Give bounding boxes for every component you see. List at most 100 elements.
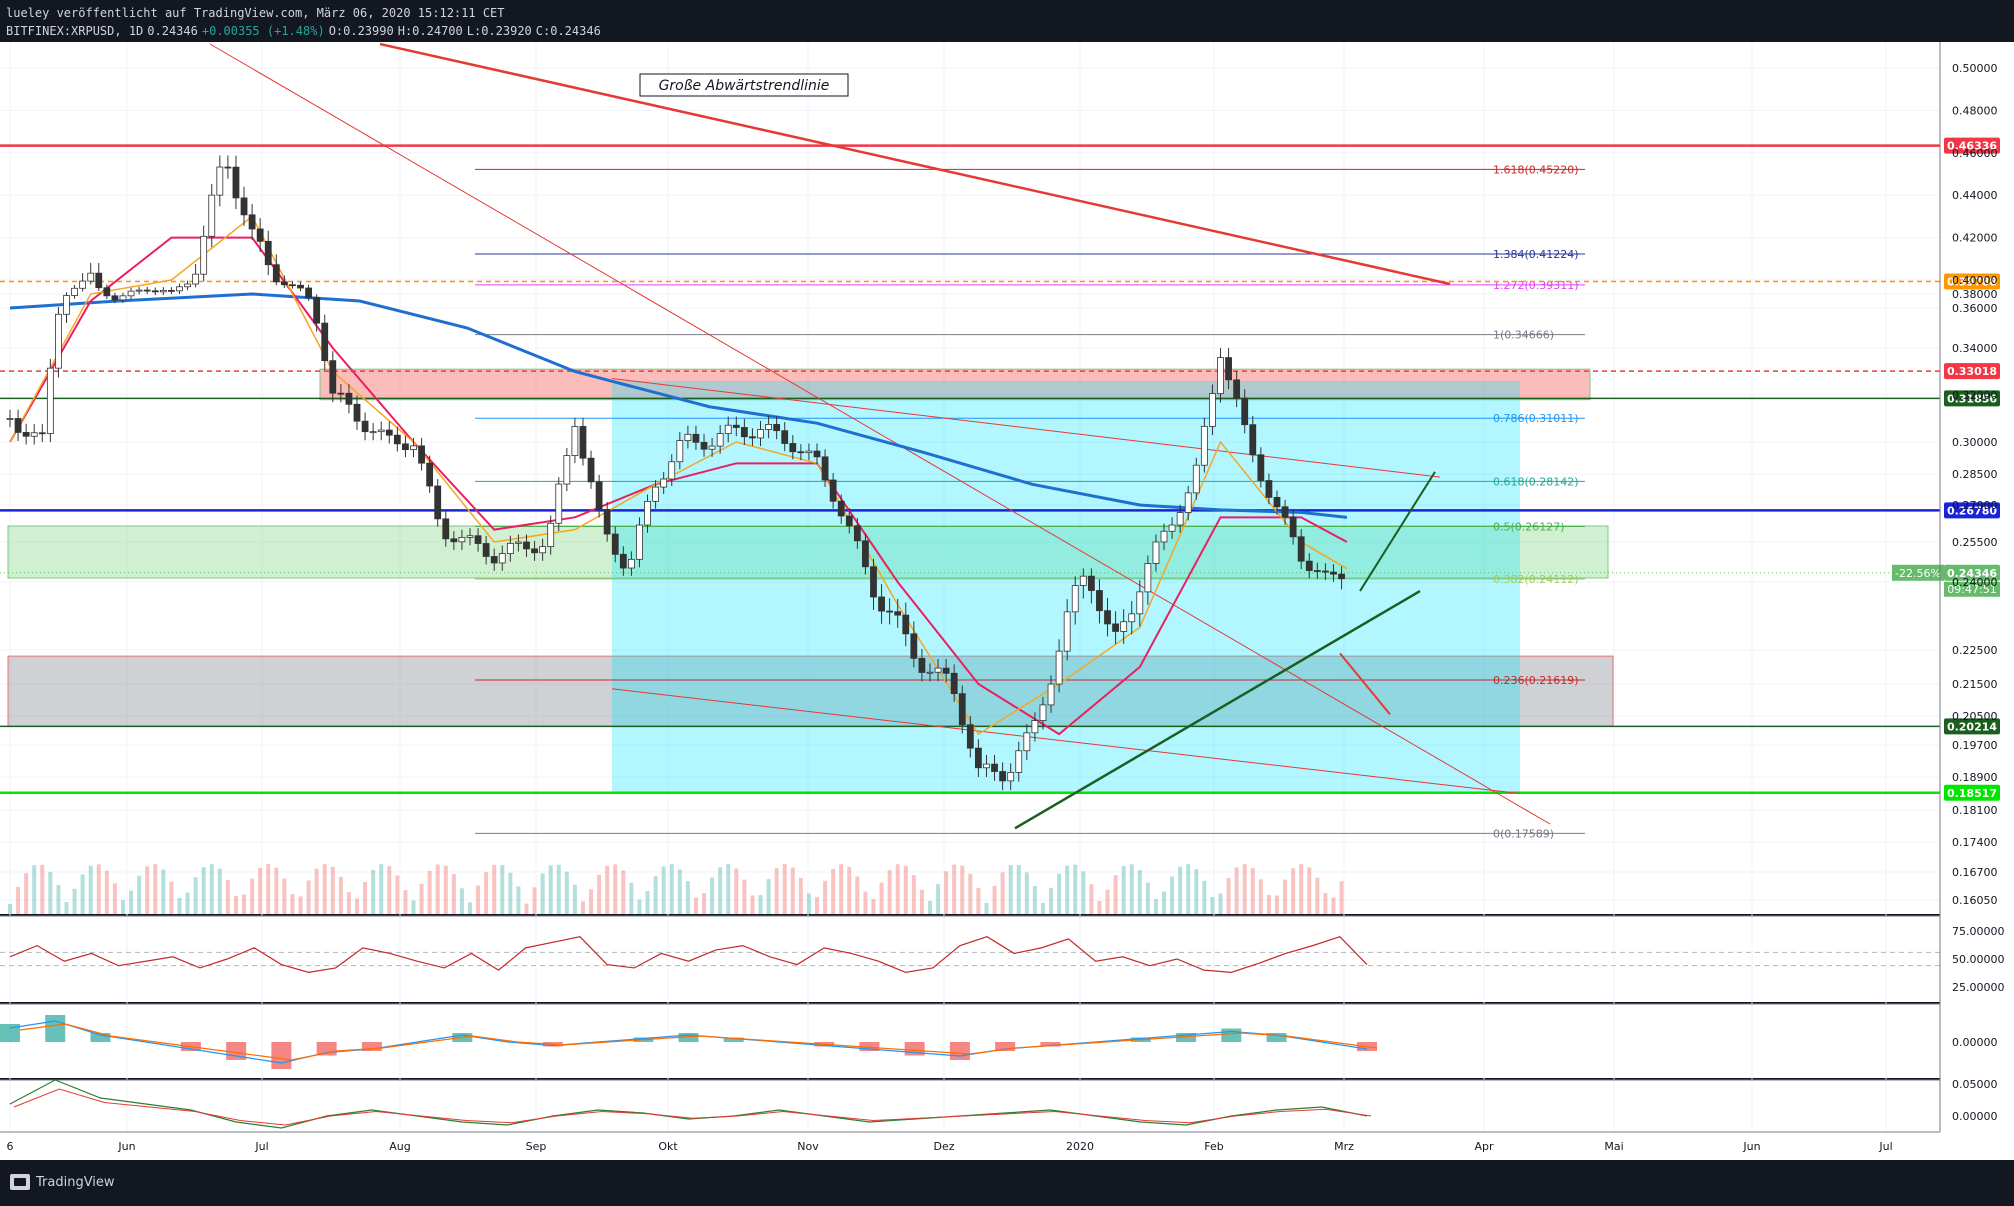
candle-body [1104,610,1111,625]
volume-bar [1016,864,1021,914]
volume-bar [56,885,61,914]
price-badge [1944,784,2000,801]
volume-bar [1097,900,1102,914]
volume-bar [508,872,513,914]
candle-body [773,424,781,432]
price-chart[interactable]: 6 Jun Jul Aug Sep Okt Nov Dez 2020 Feb Mrz Apr Mai Ju… [0,42,2014,1160]
candle-body [30,432,38,437]
publish-info: lueley veröffentlicht auf TradingView.co… [6,6,505,20]
volume-bar [1049,887,1054,914]
candle-body [418,445,425,464]
candle-body [208,194,216,237]
volume-bar [564,871,569,914]
candle-body [482,543,490,557]
price-badge-label: 0.24346 [1947,567,1997,580]
volume-bar [621,870,626,914]
volume-bar [661,866,666,914]
ma200-line [9,292,1348,519]
candle-body [1023,732,1031,752]
volume-bar [516,886,521,914]
candle-body [781,430,789,444]
candle-body [361,420,369,433]
volume-bar [1339,881,1344,914]
volume-bar [919,889,924,914]
volume-bar [177,897,182,914]
volume-bar [831,869,836,914]
candle-body [870,566,877,598]
candle-body [143,289,151,292]
volume-bar [40,864,45,914]
volume-bar [403,890,408,914]
candle-body [506,542,514,554]
candle-body [555,483,563,524]
candle-body [1047,683,1055,706]
macd-histogram-bar [1176,1033,1197,1042]
volume-bar [1040,903,1045,914]
candle-body [442,518,450,540]
ma50-line [9,236,1348,736]
candle-body [1063,611,1071,652]
candle-body [466,535,474,538]
candle-body [636,524,643,560]
volume-bar [597,874,602,914]
candle-body [950,672,958,695]
candle-body [71,287,78,296]
volume-bar [839,864,844,914]
candle-body [991,763,998,772]
candle-body [1128,613,1136,623]
brand-label: TradingView [36,1174,115,1190]
y-tick-label: 0.17400 [1952,836,1998,849]
x-tick-label: Apr [1474,1140,1494,1153]
candle-body [1096,590,1103,612]
volume-bar [637,899,642,914]
volume-bar [395,875,400,914]
volume-bar [72,888,77,914]
x-tick-label: 2020 [1066,1140,1094,1153]
bull-arrow [1359,471,1436,592]
candle-body [676,440,684,463]
candle-body [192,273,200,285]
candle-body [563,455,571,485]
osc2-line [9,1079,1368,1129]
chart-header: lueley veröffentlicht auf TradingView.co… [0,0,2014,42]
brand[interactable]: TradingView [10,1174,115,1190]
candle-body [595,481,603,510]
main-panel-bg [0,42,1940,914]
volume-bar [137,875,142,914]
x-tick-label: Dez [933,1140,954,1153]
macd-histogram-bar [723,1037,744,1042]
volume-bar [282,878,287,914]
volume-bar [32,865,37,914]
volume-bar [1283,879,1288,914]
macd-histogram-bar [1040,1042,1061,1047]
candle-body [1273,496,1281,508]
candle-body [63,295,70,315]
candle-body [6,418,14,420]
rsi-line [9,936,1368,973]
price-badge-label: 0.26780 [1947,504,1997,517]
volume-bar [209,864,214,914]
change-tag: -22.56% [1895,567,1941,580]
candle-body [474,535,482,544]
volume-bar [766,879,771,914]
ma20-line [9,215,1348,736]
x-tick-label: Jun [1742,1140,1760,1153]
volume-bar [169,881,174,914]
candle-body [1112,623,1119,632]
volume-bar [1258,879,1263,914]
volume-bar [758,894,763,914]
candle-body [272,264,280,283]
volume-bar [750,895,755,914]
candle-body [1031,720,1039,734]
volume-bar [185,892,190,914]
rsi-tick-label: 75.00000 [1952,925,2005,938]
x-tick-label: Mrz [1334,1140,1354,1153]
y-tick-label: 0.16050 [1952,894,1998,907]
volume-bar [1137,870,1142,914]
candle-body [627,558,635,569]
volume-bar [984,902,989,914]
x-tick-label: Aug [389,1140,410,1153]
fib-label: 0.5(0.26127) [1493,521,1565,534]
volume-bar [1024,872,1029,914]
candle-body [765,424,772,430]
